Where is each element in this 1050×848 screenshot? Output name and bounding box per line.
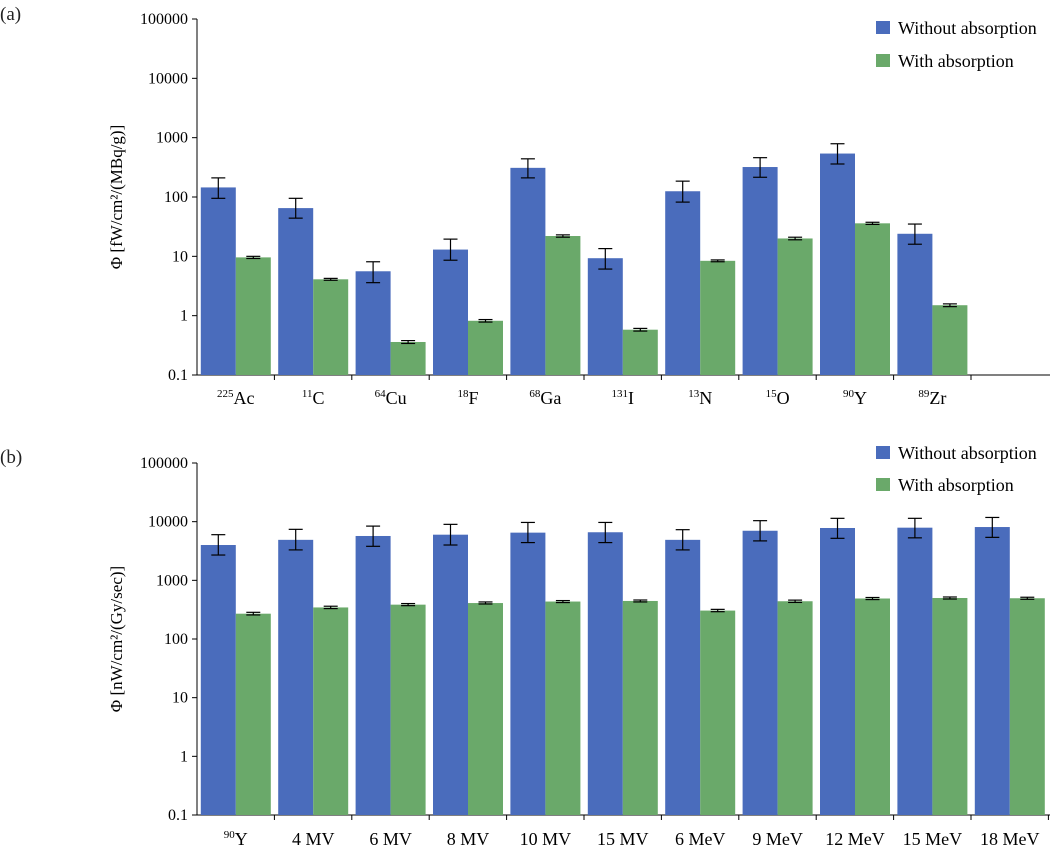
y-axis-title: Φ [nW/cm²/(Gy/sec)] bbox=[107, 566, 126, 712]
x-tick-label: 68Ga bbox=[529, 388, 561, 408]
x-tick-label: 15 MeV bbox=[903, 829, 963, 848]
legend-swatch bbox=[876, 21, 890, 34]
y-tick-label: 100000 bbox=[140, 11, 188, 28]
bar bbox=[820, 527, 855, 815]
bar bbox=[897, 233, 933, 375]
bar bbox=[820, 153, 855, 375]
bar bbox=[468, 603, 503, 815]
y-tick-label: 0.1 bbox=[168, 367, 188, 384]
bar bbox=[355, 271, 391, 375]
bar bbox=[587, 258, 623, 375]
x-tick-label: 64Cu bbox=[375, 388, 407, 408]
bar bbox=[1009, 598, 1045, 815]
panel-label: (b) bbox=[0, 447, 22, 468]
legend-label: With absorption bbox=[898, 475, 1014, 495]
bar bbox=[855, 223, 890, 375]
panel-label: (a) bbox=[0, 4, 21, 25]
x-tick-label: 10 MV bbox=[520, 829, 572, 848]
bar bbox=[622, 600, 658, 815]
bar bbox=[278, 539, 314, 815]
bar bbox=[433, 534, 468, 815]
y-tick-label: 1 bbox=[180, 748, 188, 765]
bar bbox=[235, 613, 271, 815]
x-tick-label: 6 MeV bbox=[675, 829, 726, 848]
x-tick-label: 225Ac bbox=[217, 388, 255, 408]
y-axis-title: Φ [fW/cm²/(MBq/g)] bbox=[107, 125, 126, 270]
bar bbox=[700, 610, 736, 815]
legend-label: Without absorption bbox=[898, 443, 1037, 463]
bar bbox=[932, 597, 968, 815]
x-tick-label: 18 MeV bbox=[980, 829, 1040, 848]
x-tick-label: 18F bbox=[457, 388, 478, 408]
x-tick-label: 89Zr bbox=[918, 388, 946, 408]
bar bbox=[622, 329, 658, 375]
legend-swatch bbox=[876, 446, 890, 459]
legend-label: Without absorption bbox=[898, 18, 1037, 38]
bar bbox=[355, 535, 391, 815]
y-tick-label: 100 bbox=[164, 189, 188, 206]
bar bbox=[742, 530, 778, 815]
bar bbox=[545, 236, 581, 375]
bar bbox=[700, 260, 736, 375]
bar bbox=[278, 208, 314, 375]
bar bbox=[390, 604, 426, 815]
bar bbox=[510, 167, 546, 375]
legend: Without absorption With absorption bbox=[876, 18, 1037, 71]
y-tick-label: 0.1 bbox=[168, 807, 188, 824]
bar bbox=[665, 191, 701, 375]
bar bbox=[200, 187, 236, 375]
x-tick-label: 90Y bbox=[843, 388, 867, 408]
legend-swatch bbox=[876, 54, 890, 67]
y-tick-label: 1 bbox=[180, 308, 188, 325]
y-tick-label: 100000 bbox=[140, 455, 188, 472]
bar bbox=[433, 249, 468, 375]
y-tick-label: 1000 bbox=[156, 572, 188, 589]
x-tick-label: 131I bbox=[612, 388, 635, 408]
bar bbox=[200, 545, 236, 815]
bar bbox=[235, 257, 271, 375]
bar bbox=[313, 279, 349, 375]
x-tick-label: 4 MV bbox=[292, 829, 335, 848]
bar bbox=[545, 601, 581, 815]
x-tick-label: 11C bbox=[302, 388, 325, 408]
y-tick-label: 10000 bbox=[148, 514, 188, 531]
bar bbox=[587, 532, 623, 815]
legend: Without absorption With absorption bbox=[876, 443, 1037, 495]
chart-panel-a: (a) 0.1 1 10 100 1000 10000 100000 Φ [fW/cm²/(MB… bbox=[0, 4, 1050, 408]
legend-label: With absorption bbox=[898, 51, 1014, 71]
x-tick-label: 6 MV bbox=[369, 829, 412, 848]
x-tick-label: 90Y bbox=[224, 829, 248, 848]
legend-swatch bbox=[876, 478, 890, 491]
bar bbox=[468, 320, 503, 375]
bar bbox=[777, 601, 813, 815]
y-tick-label: 10000 bbox=[148, 70, 188, 87]
bar bbox=[974, 527, 1010, 815]
x-tick-label: 15 MV bbox=[597, 829, 649, 848]
y-tick-label: 10 bbox=[172, 690, 188, 707]
bar bbox=[897, 527, 933, 815]
y-tick-label: 100 bbox=[164, 631, 188, 648]
x-tick-label: 8 MV bbox=[447, 829, 490, 848]
bar bbox=[742, 167, 778, 375]
bar bbox=[777, 238, 813, 375]
bar bbox=[313, 607, 349, 815]
x-tick-label: 15O bbox=[766, 388, 790, 408]
bar bbox=[510, 532, 546, 815]
y-tick-label: 10 bbox=[172, 248, 188, 265]
x-tick-label: 13N bbox=[688, 388, 712, 408]
bar bbox=[855, 598, 890, 815]
x-tick-label: 9 MeV bbox=[752, 829, 803, 848]
bar bbox=[390, 341, 426, 375]
x-tick-label: 12 MeV bbox=[825, 829, 885, 848]
bar bbox=[665, 539, 701, 815]
bar bbox=[932, 305, 968, 375]
chart-panel-b: (b) 0.1 1 10 100 1000 10000 100000 Φ [nW/cm²/(Gy… bbox=[0, 443, 1050, 848]
y-tick-label: 1000 bbox=[156, 130, 188, 147]
